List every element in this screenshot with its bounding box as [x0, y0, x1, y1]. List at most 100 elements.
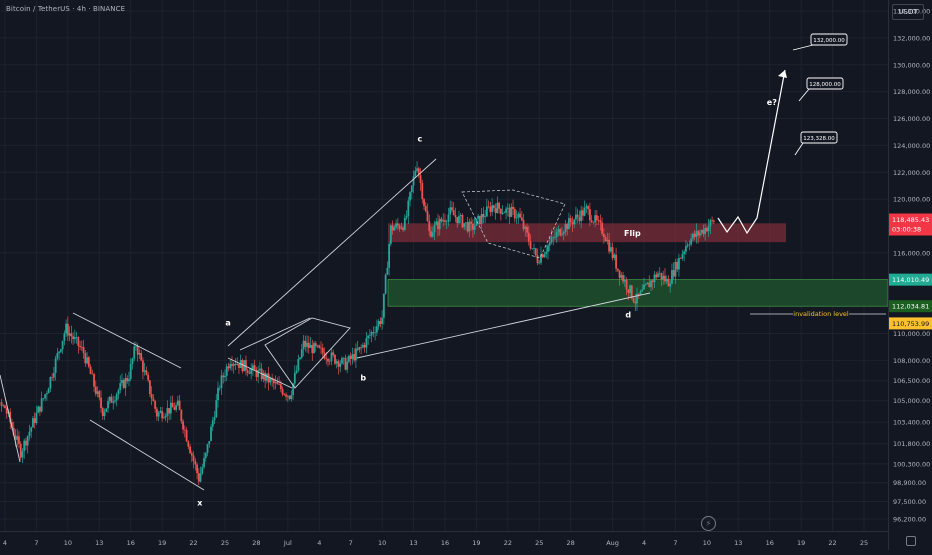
current-price-label: 118,485.43 — [892, 216, 929, 224]
candle-body — [204, 452, 207, 459]
bolt-icon[interactable]: ⚡ — [701, 516, 716, 531]
candle-body — [386, 267, 389, 275]
candle-body — [533, 248, 535, 249]
candle-body — [32, 418, 34, 428]
candle-body — [594, 215, 597, 223]
time-tick-label: 7 — [34, 539, 38, 547]
countdown-label: 03:00:38 — [892, 226, 921, 234]
candle-body — [98, 391, 101, 398]
candle-body — [341, 358, 343, 364]
wave-label: d — [625, 310, 631, 319]
candle-body — [25, 440, 27, 446]
candle-body — [162, 417, 165, 419]
candle-body — [110, 396, 113, 403]
candle-body — [602, 233, 605, 238]
candle-body — [201, 467, 204, 474]
time-tick-label: 13 — [95, 539, 103, 547]
projection-path — [717, 69, 786, 235]
candle-body — [440, 218, 443, 222]
candle-body — [210, 426, 212, 441]
candle-body — [648, 282, 651, 288]
candle-body — [374, 332, 377, 334]
candle-body — [299, 357, 301, 359]
candle-body — [466, 222, 469, 232]
candle-body — [360, 347, 363, 348]
candle-body — [555, 232, 558, 238]
candle-body — [274, 382, 277, 384]
level-yellow-label-bg — [889, 317, 932, 330]
candle-body — [499, 208, 502, 214]
candle-body — [501, 212, 504, 214]
flip-zone — [388, 223, 786, 243]
candle-body — [702, 230, 705, 235]
settings-icon[interactable] — [906, 536, 916, 546]
candle-body — [33, 418, 36, 424]
candle-body — [456, 217, 459, 224]
candle-body — [96, 391, 99, 394]
target-box — [806, 77, 844, 90]
candle-body — [330, 352, 333, 361]
time-tick-label: 4 — [642, 539, 646, 547]
candle-body — [700, 230, 703, 233]
candle-body — [679, 257, 682, 259]
candle-body — [173, 407, 176, 410]
candle-body — [126, 378, 129, 382]
candle-body — [426, 211, 429, 222]
candle-body — [424, 206, 427, 212]
candle-body — [79, 345, 81, 347]
flip-label: Flip — [624, 229, 641, 238]
candle-body — [571, 222, 574, 225]
candle-body — [328, 360, 331, 362]
candle-body — [475, 218, 478, 226]
candle-body — [651, 280, 654, 283]
candle-body — [550, 237, 553, 243]
candle-body — [325, 358, 328, 360]
candle-body — [63, 333, 66, 341]
candle-body — [114, 400, 116, 402]
candle-body — [140, 352, 143, 361]
candle-body — [339, 363, 342, 367]
candle-body — [582, 210, 584, 216]
candle-body — [686, 244, 689, 247]
candle-body — [365, 338, 368, 348]
candle-body — [245, 360, 247, 371]
candle-body — [147, 374, 150, 381]
time-tick-label: 7 — [673, 539, 677, 547]
candle-body — [253, 365, 256, 370]
candle-body — [704, 228, 707, 235]
candle-body — [388, 243, 391, 268]
price-tick-label: 122,000.00 — [893, 169, 930, 177]
candle-body — [384, 274, 387, 294]
candle-body — [327, 359, 329, 362]
candle-body — [51, 377, 54, 378]
candle-body — [515, 217, 518, 219]
candle-body — [396, 223, 399, 226]
candle-body — [105, 408, 108, 412]
candle-body — [705, 228, 708, 232]
candle-body — [585, 206, 588, 208]
candle-body — [143, 370, 146, 372]
time-axis[interactable]: 4 7 10 13 16 19 22 25 28 Jul 4 7 10 13 16 19 22 25 28 Aug 4 7… — [0, 531, 888, 551]
level-green-label-bg — [889, 273, 932, 286]
currency-selector[interactable]: USDT — [892, 4, 924, 20]
price-axis[interactable]: 134,000.00 132,000.00 130,000.00 128,000.00… — [888, 0, 932, 550]
candle-body — [372, 332, 375, 333]
candle-body — [229, 364, 232, 369]
candle-body — [54, 358, 57, 374]
candle-body — [227, 366, 230, 369]
candle-body — [674, 261, 677, 277]
candle-body — [112, 401, 115, 403]
candle-body — [548, 242, 551, 246]
candle-body — [665, 278, 668, 282]
candle-body — [540, 254, 542, 263]
candle-body — [304, 340, 307, 347]
candle-body — [410, 185, 413, 193]
candle-body — [286, 395, 289, 397]
time-tick-label: 4 — [317, 539, 321, 547]
candle-body — [314, 343, 317, 347]
price-tick-label: 97,500.00 — [893, 498, 926, 506]
diamond-pattern — [264, 317, 351, 389]
candle-body — [531, 248, 534, 249]
